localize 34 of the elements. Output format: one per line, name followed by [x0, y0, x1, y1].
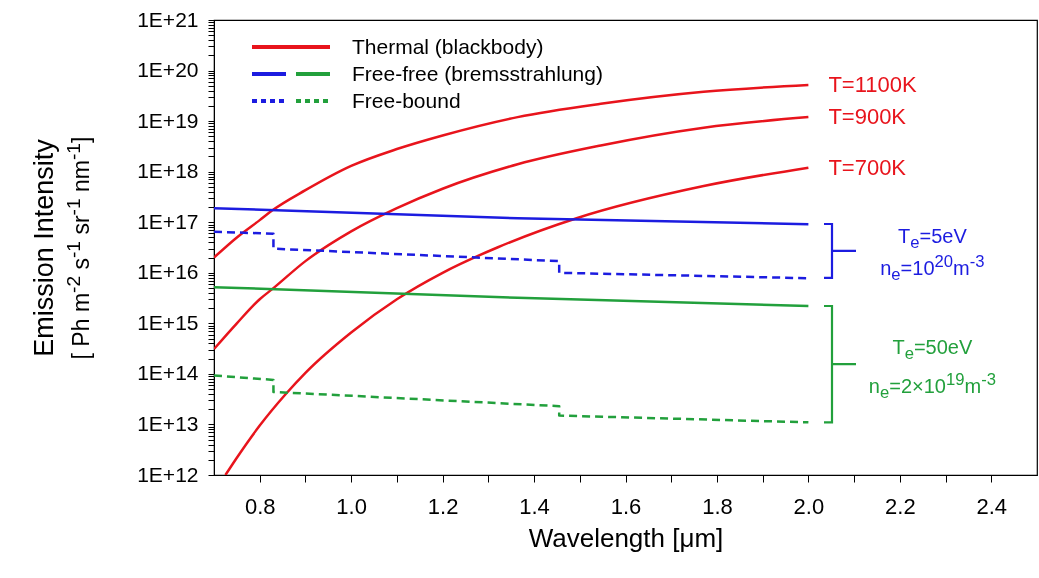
legend-label: Free-free (bremsstrahlung)	[352, 62, 603, 85]
y-tick-label: 1E+19	[137, 108, 199, 132]
annotation: T$_{e}$=50eV	[892, 336, 973, 364]
annotation: T=1100K	[828, 71, 917, 97]
y-tick-label: 1E+21	[137, 7, 199, 31]
y-tick-label: 1E+17	[137, 209, 199, 233]
legend-label: Free-bound	[352, 89, 461, 112]
x-tick-label: 1.6	[610, 493, 642, 519]
annotation: T=700K	[828, 154, 907, 180]
line-series	[214, 374, 810, 424]
legend-label: Thermal (blackbody)	[352, 35, 544, 58]
line-series	[214, 83, 810, 259]
annotation: T$_{e}$=5eV	[898, 225, 967, 253]
y-tick-label: 1E+15	[137, 310, 199, 334]
annotation: T=900K	[828, 104, 907, 130]
x-tick-label: 1.2	[427, 493, 459, 519]
annotation: n$_{e}$=10$^{20}$m$^{-3}$	[880, 251, 985, 284]
x-tick-label: 2.4	[976, 493, 1008, 519]
x-tick-label: 1.4	[519, 493, 550, 519]
y-tick-label: 1E+20	[137, 58, 199, 82]
line-series	[214, 115, 810, 351]
x-tick-label: 1.8	[702, 493, 733, 519]
x-axis-title: Wavelength [μm]	[528, 522, 724, 553]
y-tick-label: 1E+14	[137, 361, 199, 385]
x-tick-label: 0.8	[244, 493, 276, 519]
y-tick-label: 1E+16	[137, 260, 199, 284]
x-tick-label: 2.2	[885, 493, 916, 519]
x-tick-label: 1.0	[336, 493, 367, 519]
annotation: n$_{e}$=2×10$^{19}$m$^{-3}$	[868, 370, 996, 403]
y-tick-label: 1E+13	[137, 411, 199, 435]
x-tick-label: 2.0	[793, 493, 825, 519]
line-series	[224, 166, 810, 475]
y-tick-label: 1E+12	[137, 462, 199, 486]
y-tick-label: 1E+18	[137, 159, 199, 183]
